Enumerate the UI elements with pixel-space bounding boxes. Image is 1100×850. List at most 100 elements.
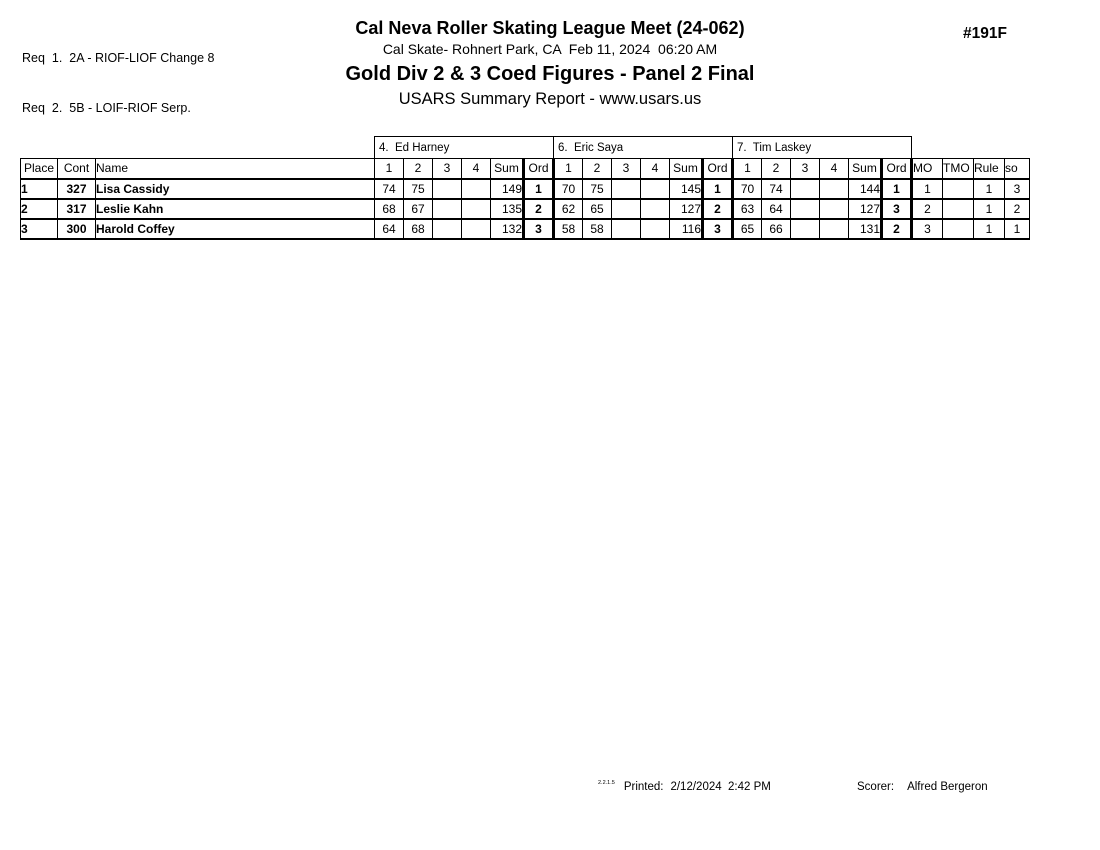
j2-score-4 <box>640 198 670 220</box>
j2-score-4 <box>640 178 670 200</box>
j1-score-2: 68 <box>403 218 433 240</box>
j2-score-1: 70 <box>553 178 583 200</box>
j3-sum: 131 <box>848 218 882 240</box>
j2-score-3 <box>611 218 641 240</box>
header-tmo: TMO <box>942 158 974 180</box>
place-cell: 1 <box>20 178 58 200</box>
requirement-1: Req 1. 2A - RIOF-LIOF Change 8 <box>22 51 215 65</box>
j2-score-1: 62 <box>553 198 583 220</box>
header-j3-sum: Sum <box>848 158 882 180</box>
j1-score-3 <box>432 178 462 200</box>
report-title: USARS Summary Report - www.usars.us <box>398 90 702 108</box>
header-j1-2: 2 <box>403 158 433 180</box>
event-title: Gold Div 2 & 3 Coed Figures - Panel 2 Fi… <box>345 63 755 85</box>
place-cell: 3 <box>20 218 58 240</box>
venue-date: Cal Skate- Rohnert Park, CA Feb 11, 2024… <box>382 41 718 57</box>
mo-cell: 2 <box>911 198 943 220</box>
skater-name-cell: Harold Coffey <box>95 218 375 240</box>
j3-score-3 <box>790 198 820 220</box>
j1-score-4 <box>461 178 491 200</box>
j3-ordinal: 1 <box>880 178 913 200</box>
header-j2-sum: Sum <box>669 158 703 180</box>
j2-score-1: 58 <box>553 218 583 240</box>
judges-row-spacer-right <box>912 137 1030 159</box>
header-j3-ord: Ord <box>880 158 913 180</box>
header-place: Place <box>20 158 58 180</box>
scorer-line: Scorer: Alfred Bergeron <box>857 781 988 793</box>
meet-title: Cal Neva Roller Skating League Meet (24-… <box>355 18 745 38</box>
judge-1-name: 4. Ed Harney <box>374 136 554 159</box>
j3-ordinal: 3 <box>880 198 913 220</box>
header-j2-4: 4 <box>640 158 670 180</box>
table-row: 1 327 Lisa Cassidy 74 75 149 1 70 75 145… <box>20 178 1030 200</box>
j2-score-2: 75 <box>582 178 612 200</box>
header-j1-ord: Ord <box>522 158 555 180</box>
j3-score-1: 65 <box>732 218 762 240</box>
j3-score-2: 64 <box>761 198 791 220</box>
j2-score-3 <box>611 178 641 200</box>
header-j3-4: 4 <box>819 158 849 180</box>
j3-ordinal: 2 <box>880 218 913 240</box>
j1-score-1: 64 <box>374 218 404 240</box>
header-j2-ord: Ord <box>701 158 734 180</box>
header-j2-2: 2 <box>582 158 612 180</box>
header-j3-2: 2 <box>761 158 791 180</box>
judges-row-spacer-left <box>21 137 375 159</box>
j1-score-3 <box>432 218 462 240</box>
j2-score-4 <box>640 218 670 240</box>
title-block: Cal Neva Roller Skating League Meet (24-… <box>0 17 1100 110</box>
table-row: 3 300 Harold Coffey 64 68 132 3 58 58 1 1… <box>20 218 1030 240</box>
j2-score-3 <box>611 198 641 220</box>
j3-score-2: 74 <box>761 178 791 200</box>
header-name: Name <box>95 158 375 180</box>
header-j1-4: 4 <box>461 158 491 180</box>
rule-cell: 1 <box>973 218 1005 240</box>
j1-ordinal: 3 <box>522 218 555 240</box>
rule-cell: 1 <box>973 198 1005 220</box>
j2-sum: 145 <box>669 178 703 200</box>
software-version: 2.2.1.5 <box>598 780 615 786</box>
j3-score-1: 63 <box>732 198 762 220</box>
header-j1-1: 1 <box>374 158 404 180</box>
tmo-cell <box>942 178 974 200</box>
header-j3-1: 1 <box>732 158 762 180</box>
j1-ordinal: 2 <box>522 198 555 220</box>
j1-score-4 <box>461 198 491 220</box>
j1-sum: 149 <box>490 178 524 200</box>
judges-row: 4. Ed Harney 6. Eric Saya 7. Tim Laskey <box>21 136 1030 159</box>
table-row: 2 317 Leslie Kahn 68 67 135 2 62 65 127 … <box>20 198 1030 220</box>
header-cont: Cont <box>57 158 96 180</box>
j1-sum: 135 <box>490 198 524 220</box>
j1-score-3 <box>432 198 462 220</box>
j1-score-1: 68 <box>374 198 404 220</box>
printed-line: 2.2.1.5 Printed: 2/12/2024 2:42 PM <box>598 780 771 793</box>
skater-name-cell: Lisa Cassidy <box>95 178 375 200</box>
header-j3-3: 3 <box>790 158 820 180</box>
scorer-name: Alfred Bergeron <box>907 781 988 793</box>
j3-score-1: 70 <box>732 178 762 200</box>
header-mo: MO <box>911 158 943 180</box>
contestant-number-cell: 300 <box>57 218 96 240</box>
skater-name-cell: Leslie Kahn <box>95 198 375 220</box>
j1-score-2: 75 <box>403 178 433 200</box>
j2-sum: 127 <box>669 198 703 220</box>
j2-ordinal: 3 <box>701 218 734 240</box>
j2-score-2: 58 <box>582 218 612 240</box>
j2-ordinal: 1 <box>701 178 734 200</box>
rule-cell: 1 <box>973 178 1005 200</box>
place-cell: 2 <box>20 198 58 220</box>
j2-ordinal: 2 <box>701 198 734 220</box>
header-j1-sum: Sum <box>490 158 524 180</box>
contestant-number-cell: 327 <box>57 178 96 200</box>
scorer-label: Scorer: <box>857 781 895 793</box>
mo-cell: 1 <box>911 178 943 200</box>
mo-cell: 3 <box>911 218 943 240</box>
header-so: so <box>1004 158 1030 180</box>
judge-2-name: 6. Eric Saya <box>553 136 733 159</box>
j1-score-4 <box>461 218 491 240</box>
j1-sum: 132 <box>490 218 524 240</box>
j3-score-4 <box>819 198 849 220</box>
results-table: 4. Ed Harney 6. Eric Saya 7. Tim Laskey … <box>20 136 1030 240</box>
column-header-row: Place Cont Name 1 2 3 4 Sum Ord 1 2 3 4 … <box>20 158 1030 180</box>
j3-score-3 <box>790 218 820 240</box>
